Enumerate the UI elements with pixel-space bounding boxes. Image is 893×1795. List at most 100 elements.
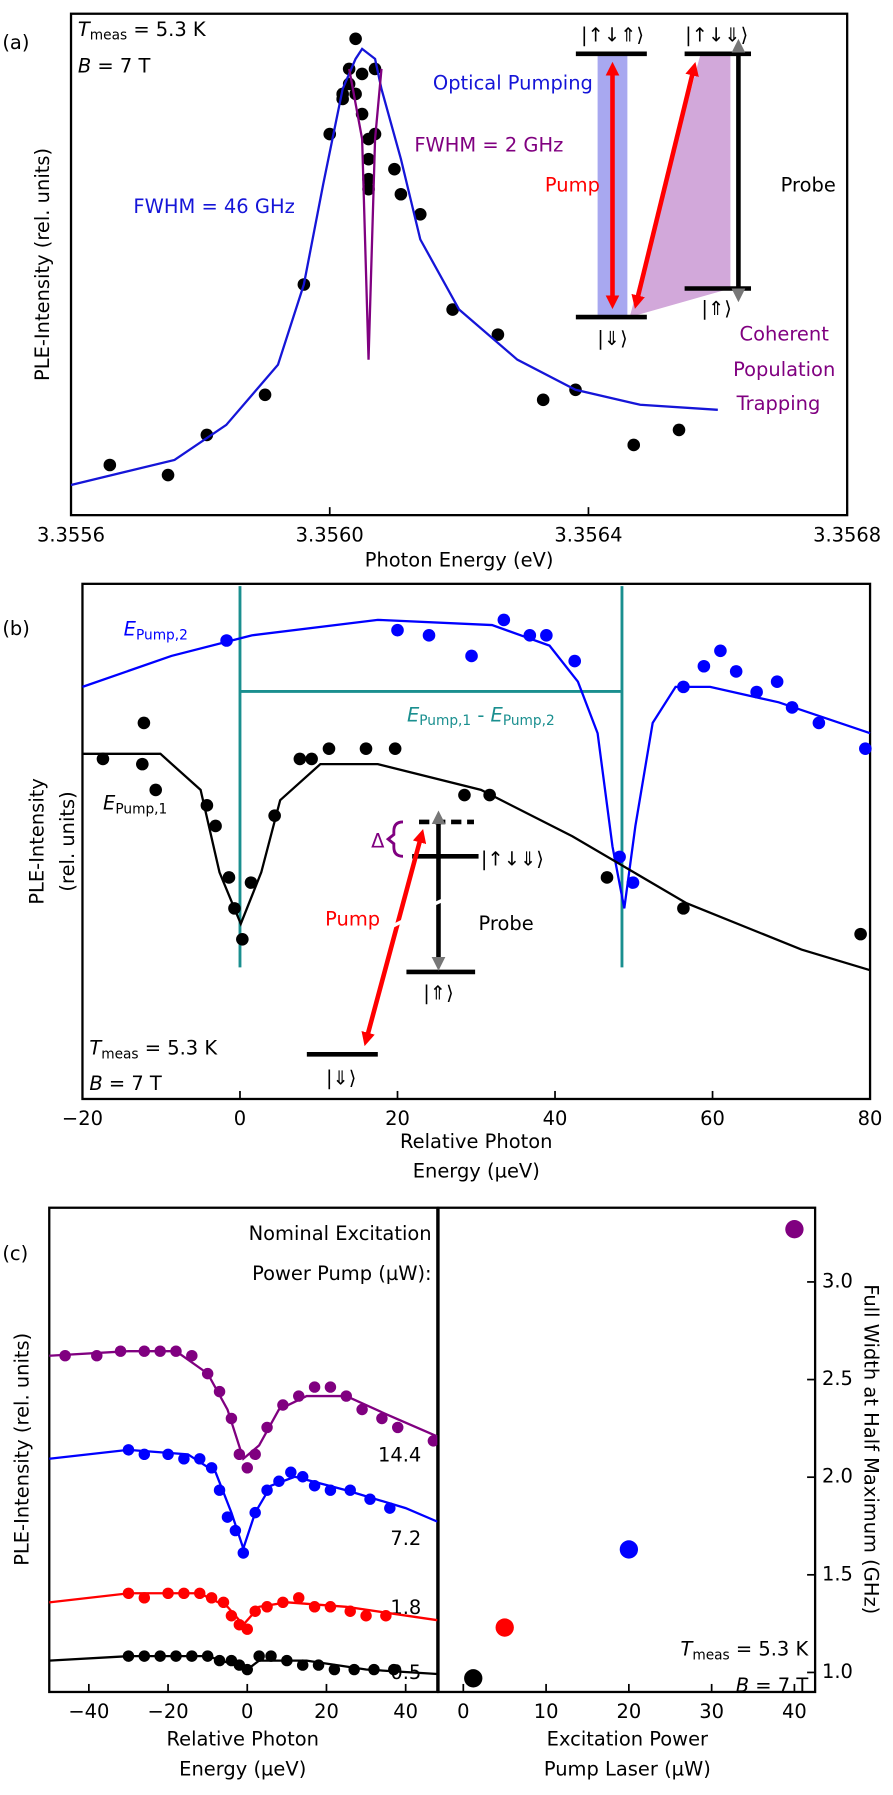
x-tick-label: 3.3564 (554, 523, 622, 546)
data-point (209, 819, 222, 833)
data-point (568, 654, 582, 668)
x-axis-label: Photon Energy (eV) (365, 548, 554, 571)
data-point (324, 1601, 337, 1613)
data-point (96, 752, 110, 766)
y-tick-label: 1.0 (822, 1660, 853, 1683)
data-point (136, 757, 149, 771)
annotation-part: T (78, 17, 92, 40)
fit-curve (49, 1654, 438, 1676)
x-tick-label: 3.3568 (813, 523, 881, 546)
plot-frame (81, 582, 872, 1101)
data-point (536, 393, 550, 407)
annotation-part: T (680, 1637, 694, 1660)
data-point (265, 1650, 277, 1662)
data-point (349, 32, 362, 46)
data-point (388, 162, 401, 176)
data-point (138, 1592, 151, 1604)
x-tick-label: 40 (393, 1700, 418, 1723)
annotation-part: B (89, 1072, 102, 1095)
x-axis-label: Energy (µeV) (179, 1757, 306, 1780)
annotation: Coherent (740, 322, 830, 345)
y-axis-label: Full Width at Half Maximum (GHz) (860, 1284, 883, 1614)
annotation: B = 7 T (89, 1072, 162, 1095)
data-point (359, 742, 373, 755)
x-axis-label: Pump Laser (µW) (544, 1757, 711, 1780)
data-point (626, 876, 640, 889)
annotation-part: |⇓⟩ (597, 326, 627, 349)
y-axis-label: PLE-Intensity (rel. units) (10, 1333, 33, 1566)
annotation: Power Pump (µW): (252, 1262, 432, 1285)
annotation: Nominal Excitation (249, 1222, 432, 1245)
annotation: |⇓⟩ (326, 1066, 356, 1089)
fit-curve (70, 47, 718, 487)
x-tick-label: 0 (234, 1107, 246, 1130)
x-tick-label: 80 (858, 1107, 883, 1130)
annotation: Optical Pumping (433, 71, 593, 94)
data-point (465, 649, 478, 663)
level-diagram-a (575, 38, 752, 320)
annotation-part: |↑↓⇑⟩ (581, 23, 644, 46)
panel-label: (c) (2, 1242, 28, 1265)
data-point (328, 1663, 341, 1676)
data-point (161, 468, 175, 482)
data-point (362, 152, 375, 166)
annotation-part: Trapping (736, 392, 821, 415)
data-point (391, 623, 404, 637)
annotation-part: Coherent (740, 322, 830, 345)
data-point (362, 182, 375, 196)
annotation-part: = 7 T (749, 1674, 808, 1697)
annotation: Probe (781, 173, 836, 196)
data-point (293, 752, 307, 766)
annotation-part: Pump,2 (136, 627, 188, 643)
annotation: Trapping (736, 392, 821, 415)
y-axis-label: PLE-Intensity (rel. units) (31, 148, 54, 381)
data-point (308, 1601, 321, 1613)
annotation-part: Population (733, 357, 835, 380)
series-label: 7.2 (390, 1527, 421, 1550)
annotation: FWHM = 46 GHz (133, 195, 294, 218)
data-point (677, 902, 690, 915)
data-point (308, 1381, 321, 1393)
annotation: Tmeas = 5.3 K (680, 1637, 809, 1663)
annotation-part: Pump (545, 173, 600, 196)
data-point (729, 665, 743, 678)
y-tick-label: 1.5 (822, 1562, 853, 1585)
x-tick-label: 40 (543, 1107, 568, 1130)
annotation: FWHM = 2 GHz (414, 133, 563, 156)
plot-frame (69, 12, 849, 517)
x-tick-label: 3.3560 (296, 523, 364, 546)
x-tick-label: 60 (700, 1107, 725, 1130)
data-point (305, 752, 318, 766)
data-point (446, 303, 459, 316)
annotation: Pump (545, 173, 600, 196)
annotation: EPump,1 - EPump,2 (407, 703, 555, 729)
x-axis-label: Energy (µeV) (413, 1160, 540, 1183)
annotation-part: = 5.3 K (139, 1036, 219, 1059)
x-tick-label: −40 (68, 1700, 109, 1723)
x-axis-label: Relative Photon (400, 1130, 552, 1153)
data-point (392, 1421, 404, 1434)
fit-curve (82, 618, 871, 909)
series-label: 14.4 (378, 1444, 421, 1467)
fit-curve (348, 68, 383, 360)
annotation-part: = 7 T (91, 54, 150, 77)
data-point (322, 742, 336, 755)
data-point (241, 1462, 253, 1474)
fit-curve (49, 1448, 438, 1553)
data-point (413, 208, 427, 221)
data-point (458, 788, 471, 802)
annotation-part: Probe (479, 911, 534, 934)
x-tick-label: 0 (457, 1700, 469, 1723)
data-point (194, 1453, 206, 1465)
data-point (258, 388, 272, 402)
data-point (497, 613, 511, 627)
data-point (222, 871, 236, 884)
annotation-part: meas (90, 27, 127, 43)
data-point (285, 1466, 297, 1478)
annotation-part: |⇑⟩ (701, 297, 731, 320)
data-point (348, 1663, 360, 1676)
data-point (697, 659, 711, 673)
x-tick-label: 20 (616, 1700, 641, 1723)
annotation-part: Probe (781, 173, 836, 196)
